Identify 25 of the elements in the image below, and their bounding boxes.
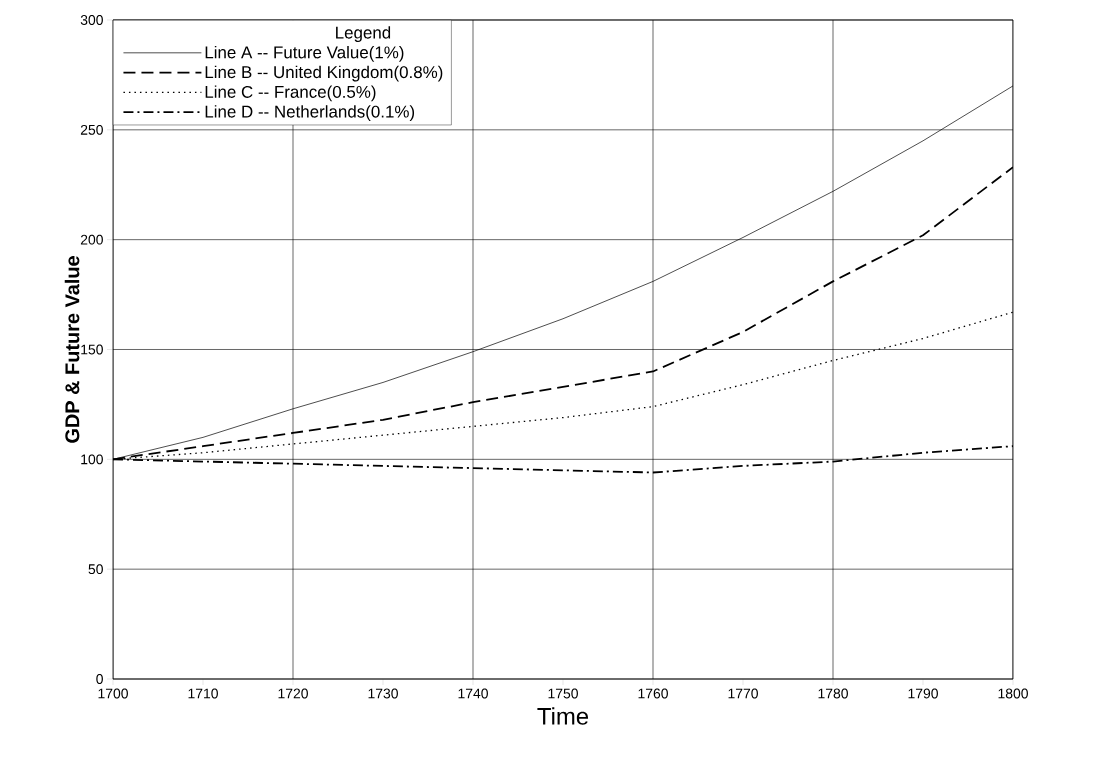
legend-label: Line C -- France(0.5%)	[205, 85, 376, 102]
x-axis-title: Time	[537, 707, 589, 725]
legend-title: Legend	[336, 26, 391, 42]
x-tick-label: 1700	[98, 688, 128, 699]
y-tick-label: 200	[80, 234, 103, 245]
x-tick-label: 1760	[638, 688, 668, 699]
x-tick-label: 1790	[908, 688, 938, 699]
x-tick-label: 1770	[728, 688, 758, 699]
x-tick-label: 1720	[278, 688, 308, 699]
y-tick-label: 250	[80, 124, 103, 135]
x-tick-label: 1710	[188, 688, 218, 699]
x-tick-label: 1740	[458, 688, 488, 699]
y-tick-label: 50	[88, 564, 103, 575]
x-tick-label: 1730	[368, 688, 398, 699]
y-tick-label: 150	[81, 344, 103, 355]
y-axis-title: GDP & Future Value	[64, 256, 80, 443]
y-tick-label: 100	[81, 454, 103, 465]
y-tick-label: 0	[96, 674, 103, 684]
legend-label: Line B -- United Kingdom(0.8%)	[205, 65, 443, 82]
y-tick-label: 300	[80, 15, 103, 25]
legend-label: Line D -- Netherlands(0.1%)	[205, 105, 415, 121]
x-tick-label: 1780	[818, 688, 848, 699]
x-tick-label: 1800	[998, 688, 1028, 699]
x-tick-label: 1750	[548, 688, 578, 699]
legend-label: Line A -- Future Value(1%)	[205, 45, 404, 62]
